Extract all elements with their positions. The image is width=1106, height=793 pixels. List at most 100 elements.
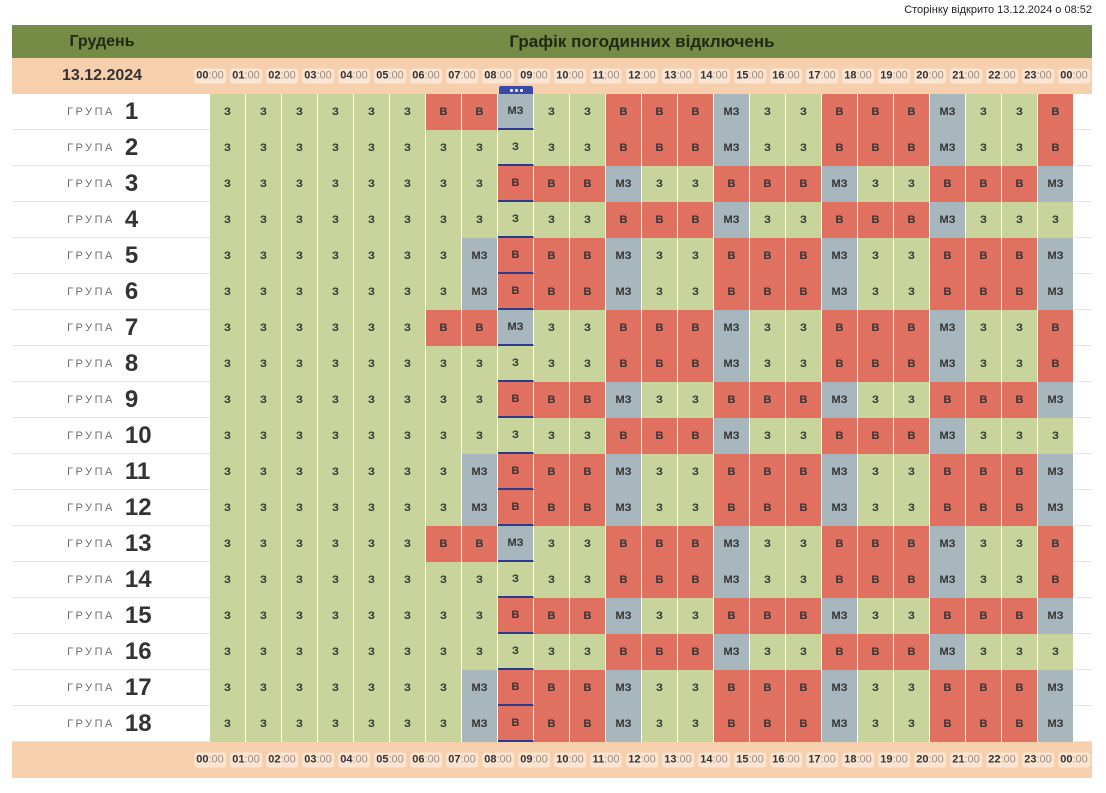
schedule-cell: В [570,490,606,526]
hour-value: 16 [772,69,785,82]
group-word: ГРУПА [67,285,115,298]
minute-value: :00 [316,753,332,766]
schedule-cell: В [570,166,606,202]
schedule-cell: З [894,670,930,706]
schedule-cell: З [354,166,390,202]
schedule-cell: МЗ [462,670,498,706]
hour-label-7: 07:00 [446,68,478,84]
schedule-cell: В [966,598,1002,634]
minute-value: :00 [604,753,620,766]
schedule-cell: В [606,94,642,130]
schedule-cell: МЗ [606,274,642,310]
minute-value: :00 [424,753,440,766]
schedule-cell: З [894,490,930,526]
schedule-cell: З [966,310,1002,346]
hour-label-23: 23:00 [1022,68,1054,84]
minute-value: :00 [1036,69,1052,82]
group-number: 10 [124,421,152,449]
schedule-cell: З [1002,526,1038,562]
schedule-cell: В [534,166,570,202]
schedule-cell: З [246,166,282,202]
schedule-cell: З [642,274,678,310]
schedule-cell: З [966,526,1002,562]
schedule-cell: З [354,382,390,418]
schedule-cell: В [966,238,1002,274]
schedule-cell: В [1002,274,1038,310]
schedule-cell: В [714,166,750,202]
group-row-5: ГРУПА 5 З З З З З З З МЗ В В В МЗ З З В В В МЗ З З В В В МЗ [12,238,1092,274]
marker-dot [514,88,518,92]
schedule-cell: З [282,706,318,742]
schedule-cell: В [786,274,822,310]
schedule-cell: МЗ [606,166,642,202]
schedule-cell: З [282,670,318,706]
schedule-cell: З [426,382,462,418]
schedule-cell: В [642,310,678,346]
schedule-cell: З [786,346,822,382]
schedule-cell: З [390,490,426,526]
schedule-cell: В [426,526,462,562]
hour-labels-top: 00:00 01:00 02:00 03:00 04:00 05:00 06:00 07:00… [192,58,1092,94]
hour-label-21: 21:00 [950,752,982,768]
hour-label-8: 08:00 [482,752,514,768]
group-number: 14 [124,565,152,593]
minute-value: :00 [856,69,872,82]
group-word: ГРУПА [67,501,115,514]
schedule-cell: В [822,130,858,166]
hour-value: 13 [664,69,677,82]
schedule-cell: З [462,346,498,382]
schedule-cell: В [930,382,966,418]
schedule-cell: З [678,166,714,202]
minute-value: :00 [748,753,764,766]
schedule-cell: З [282,634,318,670]
schedule-cell: З [642,598,678,634]
schedule-cell: З [210,562,246,598]
schedule-cell: З [894,706,930,742]
schedule-cell: З [786,634,822,670]
schedule-cell: В [534,670,570,706]
group-label: ГРУПА 17 [12,670,210,705]
schedule-cell: З [498,346,534,382]
schedule-cell: З [318,418,354,454]
schedule-cell: З [246,598,282,634]
schedule-cell: В [462,310,498,346]
schedule-cell: З [210,634,246,670]
schedule-cell: З [966,202,1002,238]
group-word: ГРУПА [67,681,115,694]
schedule-cell: В [750,382,786,418]
hour-value: 21 [952,753,965,766]
schedule-cell: З [246,346,282,382]
schedule-cell: З [1002,346,1038,382]
schedule-cell: В [894,346,930,382]
minute-value: :00 [532,69,548,82]
schedule-cell: З [210,706,246,742]
schedule-cell: З [246,310,282,346]
schedule-cell: З [858,598,894,634]
hour-label-6: 06:00 [410,752,442,768]
schedule-cell: З [426,418,462,454]
schedule-cell: МЗ [714,418,750,454]
hour-value: 05 [376,753,389,766]
schedule-cell: З [678,382,714,418]
schedule-cell: МЗ [462,490,498,526]
schedule-cell: В [1002,166,1038,202]
schedule-cell: З [318,706,354,742]
schedule-cell: В [642,202,678,238]
schedule-cell: МЗ [930,310,966,346]
schedule-cell: З [786,202,822,238]
schedule-cell: В [894,130,930,166]
schedule-cell: В [606,418,642,454]
page-opened-timestamp: Сторінку відкрито 13.12.2024 о 08:52 [904,4,1092,16]
schedule-cell: З [354,202,390,238]
schedule-cell: В [966,382,1002,418]
group-word: ГРУПА [67,717,115,730]
schedule-cell: В [822,418,858,454]
schedule-cell: З [570,526,606,562]
schedule-cell: МЗ [822,598,858,634]
schedule-cell: В [534,706,570,742]
hour-label-16: 16:00 [770,752,802,768]
schedule-cell: В [750,166,786,202]
schedule-cell: В [750,706,786,742]
schedule-cell: З [750,202,786,238]
schedule-cell: З [1002,418,1038,454]
